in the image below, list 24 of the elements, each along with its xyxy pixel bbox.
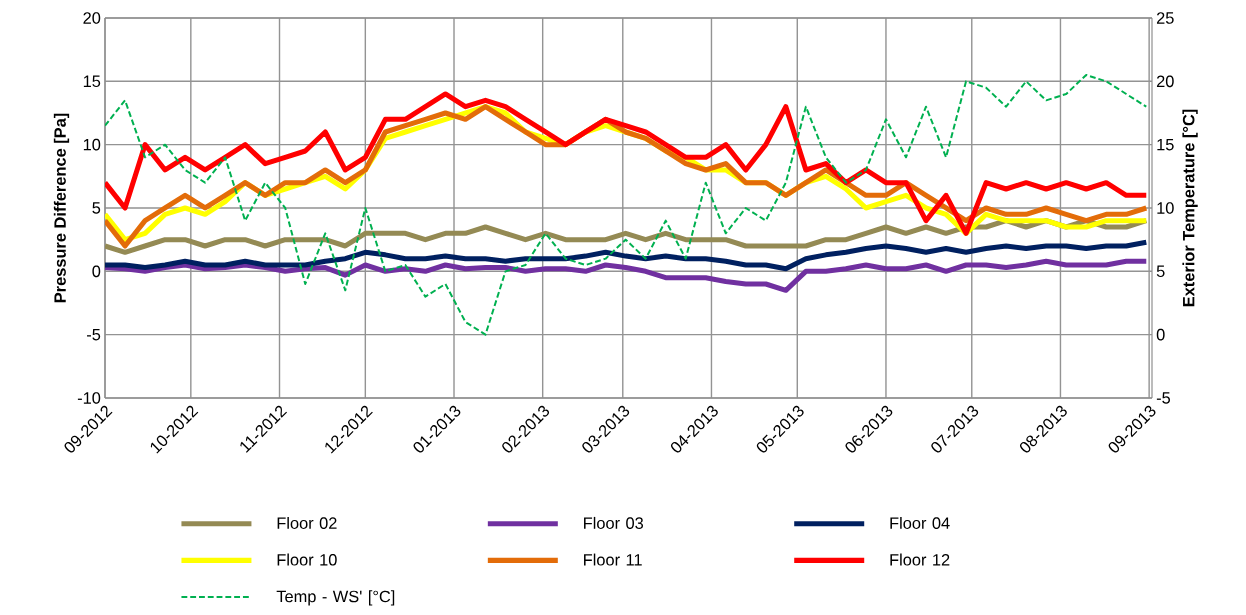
legend-label: Floor 03 [584,516,644,529]
y2-tick-label: 15 [1157,138,1174,151]
y-axis-title: Pressure Difference [Pa] [53,113,70,303]
legend-label: Floor 10 [277,553,337,566]
y-tick-label: 0 [92,265,101,278]
y2-tick-label: 10 [1157,202,1174,214]
y-tick-label: 15 [83,75,101,88]
legend-label: Floor 11 [584,553,642,566]
y2-tick-label: -5 [1156,392,1171,404]
legend-label: Floor 02 [277,516,337,529]
y2-tick-label: 0 [1156,328,1165,341]
y-tick-label: -10 [77,392,101,404]
y2-tick-label: 20 [1156,75,1174,88]
y-tick-label: 5 [92,202,101,214]
y-tick-label: 20 [83,12,101,24]
legend-label: Temp - WS' [°C] [276,590,395,606]
line-series [105,74,1148,336]
y2-tick-label: 25 [1156,12,1174,24]
legend-label: Floor 04 [890,516,950,529]
y2-axis-title: Exterior Temperature [°C] [1182,109,1198,307]
y-tick-label: -5 [87,328,101,341]
y2-tick-label: 5 [1156,265,1165,278]
y-tick-label: 10 [83,138,101,151]
legend-label: Floor 12 [890,553,950,566]
